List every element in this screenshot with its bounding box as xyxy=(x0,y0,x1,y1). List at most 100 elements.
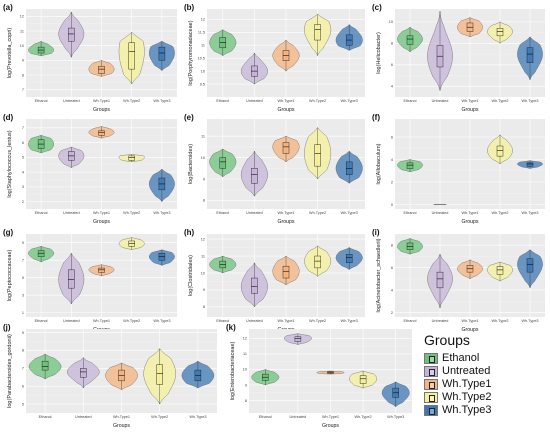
x-tick-label: Wh.Type2 xyxy=(355,415,372,419)
violin-wh-type1 xyxy=(88,264,115,277)
y-axis-title: log(Peptococcaceae) xyxy=(7,249,13,301)
x-tick-label: Untreated xyxy=(246,319,263,323)
x-tick-label: Wh.Type3 xyxy=(521,99,538,103)
x-tick-label: Ethanol xyxy=(404,319,417,323)
x-tick-label: Wh.Type1 xyxy=(93,319,110,323)
chart-panel-h: 8 9 10 11 12 Ethanol Untreated Wh.Type1 Wh.Type2… xyxy=(183,227,368,334)
y-tick-label: 5 xyxy=(22,276,24,280)
y-tick-label: 5 xyxy=(22,156,24,160)
panel-letter: (c) xyxy=(372,3,382,12)
chart-svg: 7 8 9 10 11 12 Ethanol Untreated Wh.Type1 Wh.Type… xyxy=(3,3,177,113)
violin-wh-type2 xyxy=(304,245,332,277)
x-axis-title: Groups xyxy=(461,219,478,225)
violin-untreated xyxy=(58,253,85,305)
chart-svg: 1 3 5 7 9 Ethanol Untreated Wh.Type1 Wh.Type2 Wh.… xyxy=(3,228,177,333)
x-tick-label: Wh.Type1 xyxy=(93,211,110,215)
violin-wh-type2 xyxy=(118,154,145,162)
violin-wh-type2 xyxy=(487,134,513,165)
violin-ethanol xyxy=(209,255,237,274)
chart-svg: 0 2 4 6 Ethanol Untreated Wh.Type1 Wh.Type2 Wh.T… xyxy=(372,113,545,225)
legend-label-wh-type3: Wh.Type3 xyxy=(442,404,492,416)
violin-untreated xyxy=(58,146,85,168)
violin-wh-type3 xyxy=(149,249,175,266)
y-tick-label: 10.5 xyxy=(198,56,205,60)
violin-untreated xyxy=(427,254,453,309)
violin-wh-type3 xyxy=(517,160,543,169)
y-tick-label: 7 xyxy=(22,88,24,92)
violin-untreated xyxy=(240,52,268,85)
x-tick-label: Wh.Type2 xyxy=(123,99,140,103)
y-tick-label: 10 xyxy=(201,69,205,73)
y-tick-label: 4 xyxy=(22,170,24,174)
y-tick-label: 10 xyxy=(201,156,205,160)
violin-ethanol xyxy=(28,246,54,263)
y-tick-label: 8 xyxy=(391,42,393,46)
x-tick-label: Untreated xyxy=(246,211,263,215)
legend-swatch-wh-type1 xyxy=(424,378,438,390)
x-tick-label: Wh.Type3 xyxy=(521,211,538,215)
x-axis-title: Groups xyxy=(93,107,110,113)
violin-wh-type2 xyxy=(304,127,332,180)
x-axis-title: Groups xyxy=(93,219,110,225)
violin-ethanol xyxy=(397,159,423,173)
y-axis-title: log(Enterobacteriaceae) xyxy=(230,341,236,400)
y-axis-title: log(Helicobacter) xyxy=(376,32,382,74)
x-tick-label: Wh.Type3 xyxy=(153,99,170,103)
y-tick-label: 9 xyxy=(203,288,205,292)
violin-wh-type1 xyxy=(457,259,483,280)
x-axis-title: Groups xyxy=(113,423,130,429)
violin-ethanol xyxy=(28,41,54,57)
violin-wh-type1 xyxy=(457,17,483,38)
y-tick-label: 6 xyxy=(22,384,24,388)
y-tick-label: 0 xyxy=(391,203,393,207)
violin-wh-type2 xyxy=(304,14,332,56)
x-axis-title: Groups xyxy=(277,219,294,225)
violin-box xyxy=(98,267,105,273)
x-tick-label: Ethanol xyxy=(404,99,417,103)
y-tick-label: 12 xyxy=(201,237,205,241)
panel-letter: (g) xyxy=(3,228,14,237)
x-axis-title: Groups xyxy=(277,107,294,113)
violin-box xyxy=(496,145,504,157)
violin-box xyxy=(219,157,227,169)
y-tick-label: 10 xyxy=(389,20,393,24)
violin-ethanol xyxy=(251,369,280,386)
violin-wh-type1 xyxy=(88,126,115,139)
x-axis-title: Groups xyxy=(461,327,478,333)
legend-item-ethanol: Ethanol xyxy=(424,352,479,364)
x-tick-label: Wh.Type3 xyxy=(153,211,170,215)
y-tick-label: 9 xyxy=(22,59,24,63)
legend-item-wh-type1: Wh.Type1 xyxy=(424,378,492,390)
violin-wh-type3 xyxy=(381,381,410,407)
panel-letter: (a) xyxy=(3,3,13,12)
violin-wh-type1 xyxy=(105,362,138,390)
violin-wh-type2 xyxy=(143,348,176,405)
violin-ethanol xyxy=(209,148,237,178)
x-tick-label: Wh.Type2 xyxy=(491,319,508,323)
violin-ethanol xyxy=(397,238,423,255)
y-tick-label: 3 xyxy=(22,293,24,297)
violin-box xyxy=(406,35,414,45)
violin-box xyxy=(314,144,321,167)
violin-box xyxy=(158,46,166,61)
x-tick-label: Untreated xyxy=(290,415,307,419)
x-tick-label: Untreated xyxy=(432,319,449,323)
violin-wh-type1 xyxy=(272,135,300,163)
y-tick-label: 6 xyxy=(391,135,393,139)
violin-box xyxy=(128,155,135,161)
violin-box xyxy=(98,65,105,74)
legend-swatch-wh-type2 xyxy=(424,391,438,403)
violin-wh-type3 xyxy=(149,168,175,202)
violin-box xyxy=(156,364,163,385)
violin-ethanol xyxy=(28,135,54,154)
y-tick-label: 9 xyxy=(22,331,24,335)
y-tick-label: 7 xyxy=(22,126,24,130)
chart-svg: 8 9 10 11 Ethanol Untreated Wh.Type1 Wh.Type2 Wh… xyxy=(184,113,365,225)
x-tick-label: Wh.Type2 xyxy=(309,211,326,215)
y-tick-label: 11 xyxy=(201,44,205,48)
legend-swatch-ethanol xyxy=(424,352,438,364)
x-tick-label: Wh.Type2 xyxy=(309,99,326,103)
chart-panel-j: 5 6 7 8 9 Ethanol Untreated Wh.Type1 Wh.Type2 Wh.… xyxy=(2,322,220,430)
violin-box xyxy=(41,360,49,371)
